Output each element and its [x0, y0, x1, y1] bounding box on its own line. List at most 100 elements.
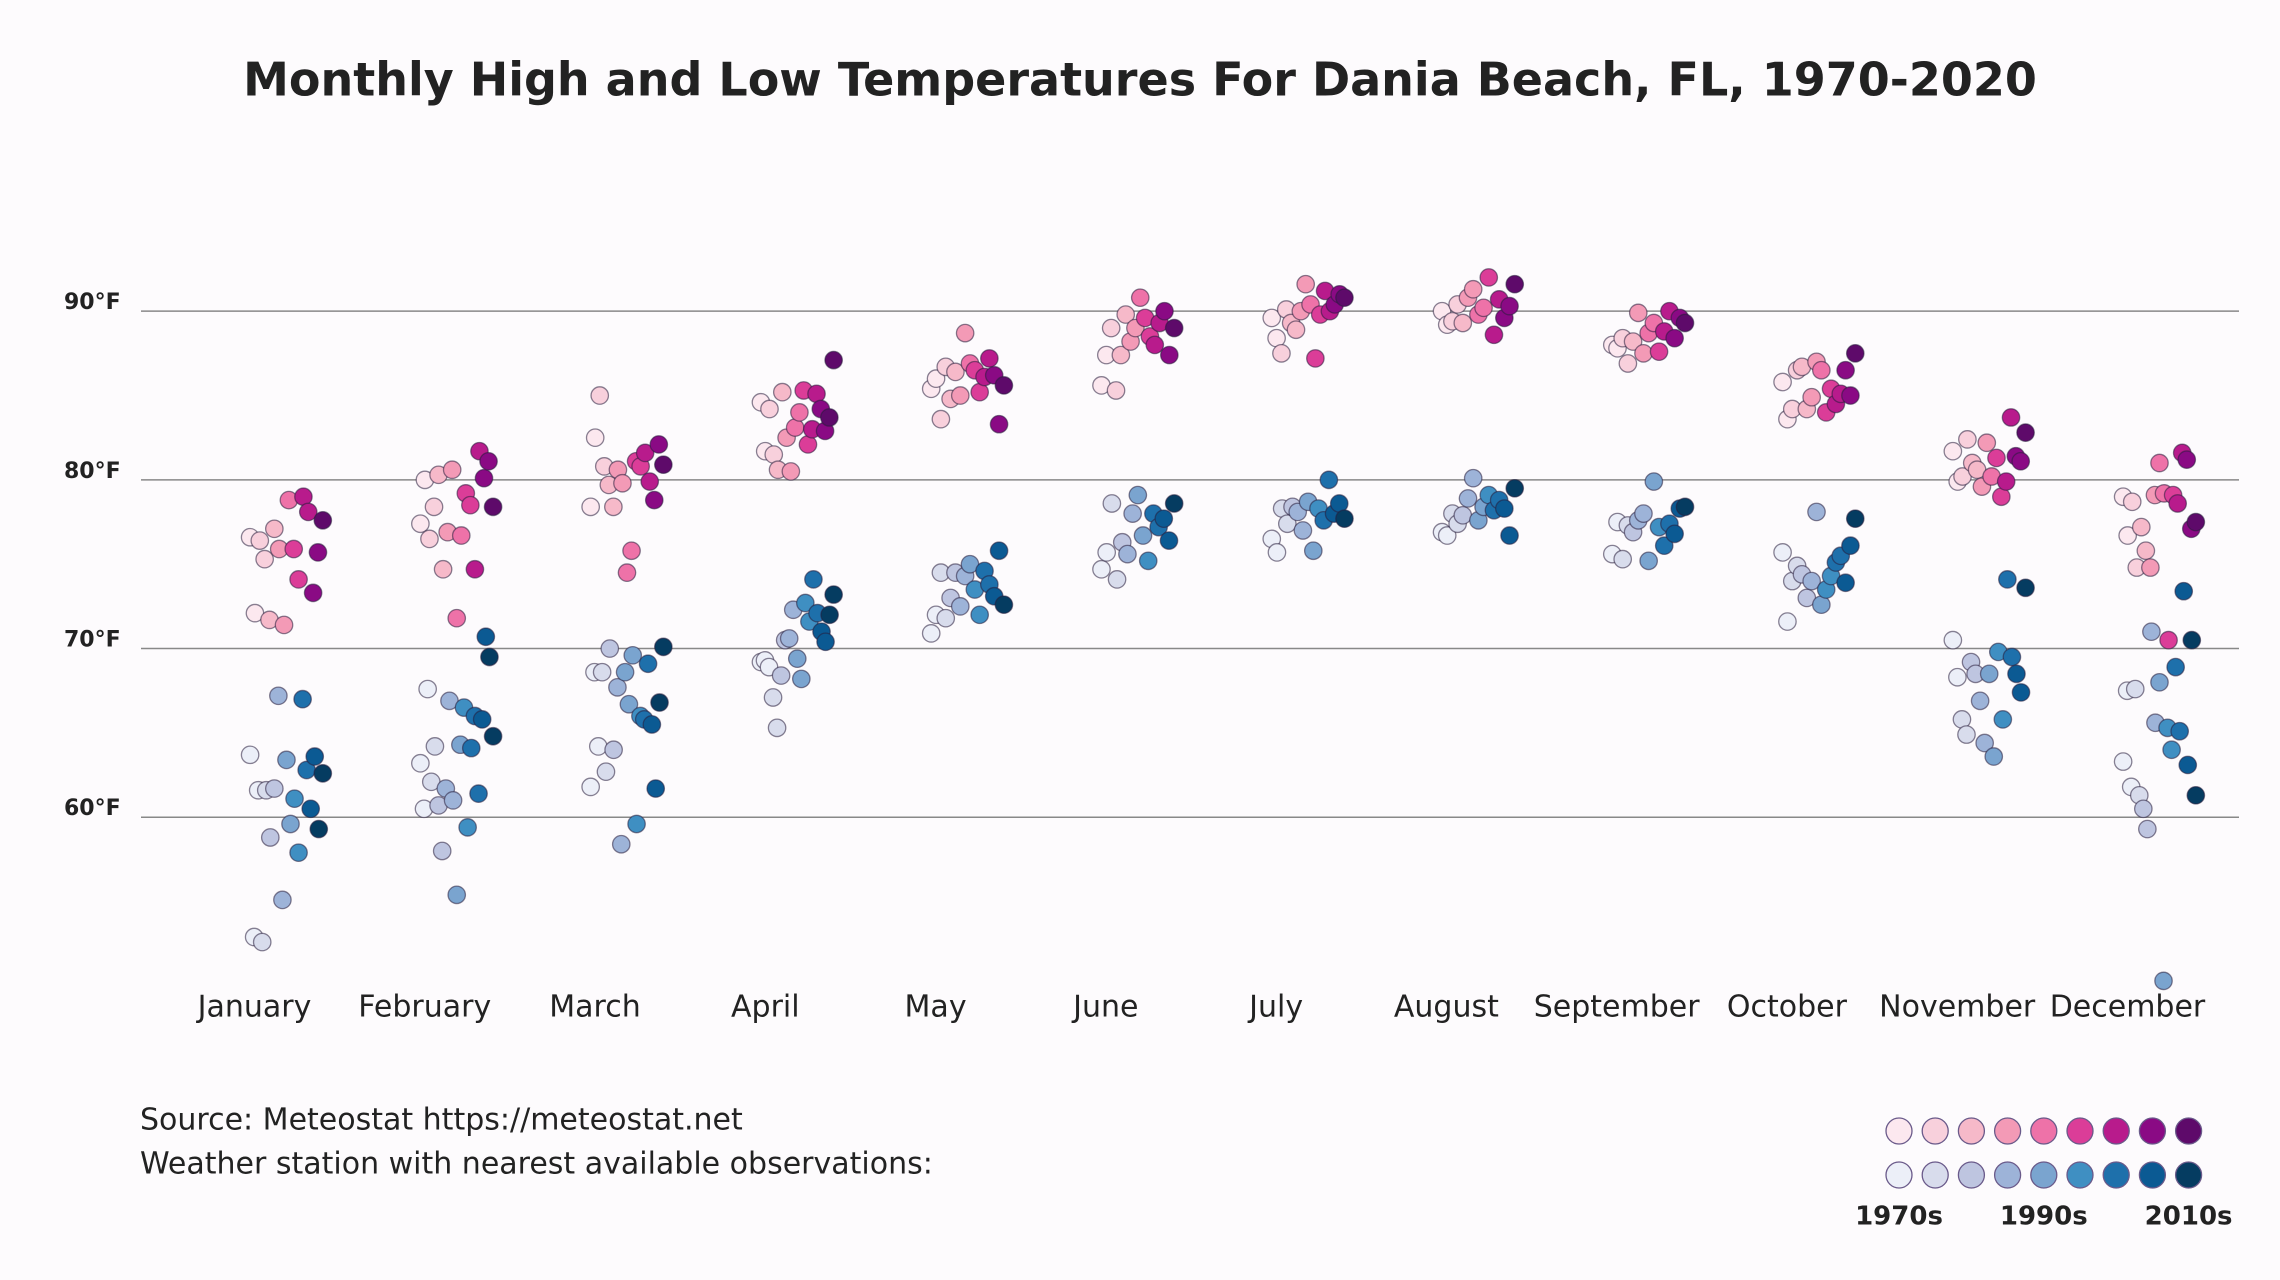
low-point [804, 570, 823, 589]
high-point [622, 541, 641, 561]
legend-low-swatch [1921, 1161, 1949, 1189]
legend-label: 1970s [1855, 1202, 1943, 1232]
low-point [2174, 581, 2194, 601]
low-point [1639, 551, 1659, 571]
low-point [642, 715, 662, 734]
high-point [420, 529, 439, 549]
low-point [1102, 494, 1122, 513]
low-point [1092, 559, 1111, 579]
low-point [623, 645, 643, 665]
legend-low-swatch [1885, 1161, 1913, 1189]
low-point [1970, 691, 1990, 711]
y-tick-label: 60°F [64, 796, 121, 821]
low-point [1644, 472, 1664, 491]
high-point [479, 451, 498, 471]
low-point [2133, 799, 2153, 819]
legend-low-swatch [1993, 1161, 2022, 1189]
low-point [252, 932, 272, 952]
low-point [2125, 679, 2145, 699]
low-point [646, 779, 666, 798]
low-point [447, 885, 467, 905]
low-point [936, 608, 956, 628]
low-point [309, 819, 329, 839]
x-tick-label: November [1879, 990, 2036, 1025]
high-point [2122, 492, 2142, 512]
low-point [1654, 536, 1674, 556]
low-point [1841, 536, 1860, 556]
low-point [2002, 647, 2022, 667]
low-point [994, 595, 1014, 615]
low-point [1453, 505, 1473, 525]
high-point [1111, 345, 1131, 365]
high-point [424, 497, 444, 517]
low-point [763, 688, 783, 707]
high-point [1453, 313, 1473, 333]
low-point [461, 738, 481, 758]
low-point [950, 597, 970, 616]
high-point [474, 468, 494, 488]
high-point [250, 531, 270, 550]
high-point [1155, 301, 1174, 321]
high-point [447, 608, 467, 628]
high-point [613, 473, 632, 493]
low-point [1993, 710, 2013, 729]
low-point [476, 627, 496, 647]
high-point [590, 386, 610, 405]
high-point [298, 502, 318, 522]
x-tick-label: December [2050, 990, 2206, 1025]
low-point [611, 834, 631, 854]
legend-label: 2010s [2145, 1202, 2233, 1232]
high-point [1649, 342, 1669, 362]
legend-high-swatch [1921, 1117, 1949, 1145]
low-point [1277, 514, 1297, 534]
x-tick-label: October [1727, 990, 1848, 1025]
legend-low-swatch [2030, 1161, 2058, 1189]
high-point [1116, 305, 1136, 324]
high-point [1836, 360, 1855, 380]
high-point [308, 543, 328, 562]
x-tick-label: August [1394, 990, 1499, 1025]
high-point [950, 386, 970, 405]
low-point [816, 632, 835, 652]
low-point [418, 679, 438, 699]
high-point [654, 455, 673, 475]
high-point [1812, 360, 1831, 380]
high-point [411, 514, 430, 534]
high-point [824, 350, 843, 370]
low-point [1500, 526, 1519, 545]
low-point [796, 593, 815, 613]
low-point [1613, 549, 1633, 569]
low-point [2170, 721, 2190, 741]
low-point [1802, 571, 1822, 591]
high-point [2186, 512, 2206, 532]
high-point [483, 497, 503, 517]
high-point [1987, 448, 2006, 468]
low-point [2166, 657, 2185, 677]
high-point [274, 615, 294, 635]
low-point [1675, 497, 1695, 517]
high-point [617, 563, 637, 582]
low-point [824, 585, 843, 604]
high-point [581, 497, 601, 517]
low-point [260, 828, 280, 847]
low-point [285, 789, 304, 809]
low-point [1437, 526, 1457, 545]
high-point [994, 376, 1014, 395]
low-point [2150, 672, 2169, 692]
low-point [273, 890, 292, 910]
low-point [2178, 755, 2198, 775]
low-point [472, 710, 492, 729]
x-tick-label: March [549, 990, 640, 1025]
high-point [2118, 526, 2138, 545]
low-point [1957, 725, 1976, 744]
high-point [2141, 558, 2160, 577]
legend-low-swatch [2138, 1161, 2167, 1189]
legend-high-swatch [1885, 1117, 1913, 1145]
high-point [1272, 344, 1291, 363]
low-point [1998, 570, 2017, 589]
low-point [1948, 667, 1967, 687]
low-point [411, 753, 430, 773]
x-tick-label: May [905, 990, 967, 1025]
high-point [1618, 354, 1638, 373]
low-point [1164, 494, 1184, 513]
